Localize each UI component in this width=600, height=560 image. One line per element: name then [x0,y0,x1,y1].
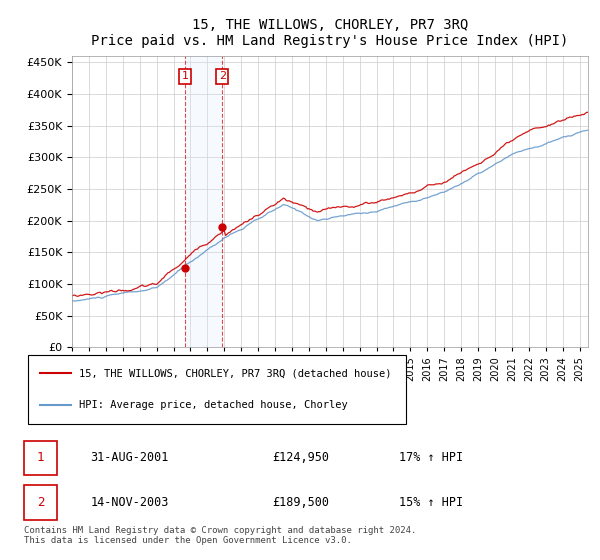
Text: 1: 1 [181,71,188,81]
Text: 15% ↑ HPI: 15% ↑ HPI [400,496,463,509]
FancyBboxPatch shape [28,355,406,424]
Title: 15, THE WILLOWS, CHORLEY, PR7 3RQ
Price paid vs. HM Land Registry's House Price : 15, THE WILLOWS, CHORLEY, PR7 3RQ Price … [91,18,569,48]
Text: 15, THE WILLOWS, CHORLEY, PR7 3RQ (detached house): 15, THE WILLOWS, CHORLEY, PR7 3RQ (detac… [79,368,391,378]
FancyBboxPatch shape [24,441,57,475]
Text: Contains HM Land Registry data © Crown copyright and database right 2024.
This d: Contains HM Land Registry data © Crown c… [24,526,416,545]
FancyBboxPatch shape [24,486,57,520]
Text: HPI: Average price, detached house, Chorley: HPI: Average price, detached house, Chor… [79,400,347,410]
Text: 17% ↑ HPI: 17% ↑ HPI [400,451,463,464]
Text: 2: 2 [37,496,44,509]
Text: 2: 2 [218,71,226,81]
Text: 1: 1 [37,451,44,464]
Bar [185,56,222,347]
Text: 31-AUG-2001: 31-AUG-2001 [90,451,169,464]
Text: £124,950: £124,950 [272,451,329,464]
Text: £189,500: £189,500 [272,496,329,509]
Text: 14-NOV-2003: 14-NOV-2003 [90,496,169,509]
